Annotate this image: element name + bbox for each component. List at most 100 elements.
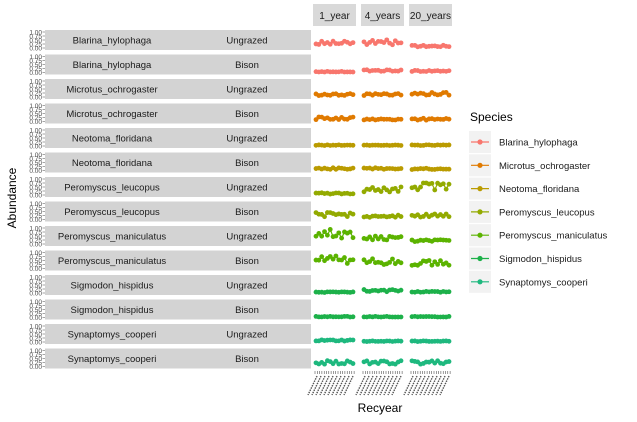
data-point <box>350 114 356 120</box>
row-strip <box>45 103 311 124</box>
column-strip-label: 1_year <box>319 11 350 22</box>
y-tick-label: 0.00 <box>29 95 42 102</box>
y-tick-label: 1.00 <box>29 177 42 184</box>
y-tick-label: 0.75 <box>29 230 42 237</box>
row-strip-treatment-label: Ungrazed <box>226 183 267 194</box>
y-tick-label: 0.25 <box>29 91 42 98</box>
legend: Species Blarina_hylophaga Microtus_ochroga… <box>469 110 607 293</box>
data-point <box>398 40 404 46</box>
y-tick-label: 0.50 <box>29 185 42 192</box>
data-point <box>330 256 336 262</box>
y-tick-label: 0.50 <box>29 136 42 143</box>
x-tick-label <box>311 375 322 396</box>
data-point <box>446 262 452 268</box>
row-strip-species-label: Synaptomys_cooperi <box>68 330 157 341</box>
data-point <box>350 40 356 46</box>
row-strip-species-label: Microtus_ochrogaster <box>66 109 157 120</box>
data-point <box>319 233 325 239</box>
row-strip-treatment-label: Bison <box>235 256 259 267</box>
data-point <box>327 41 333 47</box>
y-tick-label: 0.75 <box>29 352 42 359</box>
data-point <box>446 338 452 344</box>
data-point <box>350 289 356 295</box>
data-point <box>322 229 327 235</box>
y-tick-label: 0.25 <box>29 311 42 318</box>
y-axis-title: Abundance <box>5 167 19 228</box>
data-point <box>435 261 441 267</box>
x-tick-label <box>363 375 374 396</box>
row-strip <box>45 226 311 246</box>
row-strip-treatment-label: Ungrazed <box>226 281 267 292</box>
column-strip-label: 20_years <box>410 11 451 22</box>
x-tick-label <box>407 375 418 396</box>
data-point <box>347 229 353 235</box>
data-point <box>398 92 404 98</box>
y-tick-label: 0.50 <box>29 111 42 118</box>
row-strip <box>45 250 311 271</box>
legend-key-point <box>477 209 483 215</box>
data-point <box>378 234 384 239</box>
data-point <box>370 38 375 43</box>
row-strip-species-label: Sigmodon_hispidus <box>71 305 154 316</box>
x-tick-label <box>323 375 334 396</box>
row-strip <box>45 79 311 99</box>
column-strip <box>409 4 452 26</box>
y-tick-label: 0.75 <box>29 254 42 261</box>
y-tick-label: 1.00 <box>29 275 42 282</box>
data-point <box>316 42 322 47</box>
data-point <box>350 361 356 366</box>
row-strip-species-label: Blarina_hylophaga <box>73 60 152 71</box>
row-strip <box>45 299 311 320</box>
x-tick-label <box>387 375 398 396</box>
y-tick-label: 0.25 <box>29 287 42 294</box>
data-point <box>398 358 404 364</box>
x-tick-label <box>403 375 414 396</box>
legend-label: Sigmodon_hispidus <box>499 254 582 265</box>
y-tick-label: 0.25 <box>29 213 42 220</box>
y-tick-label: 0.75 <box>29 279 42 286</box>
y-tick-label: 0.75 <box>29 156 42 163</box>
y-tick-label: 1.00 <box>29 30 42 37</box>
data-point <box>390 256 395 262</box>
y-tick-label: 0.25 <box>29 360 42 367</box>
y-tick-label: 0.25 <box>29 189 42 196</box>
x-tick-label <box>339 375 350 396</box>
data-point <box>350 314 356 320</box>
data-point <box>398 184 404 190</box>
y-tick-label: 0.25 <box>29 66 42 73</box>
column-strip-label: 4_years <box>365 11 401 22</box>
y-tick-label: 0.25 <box>29 115 42 122</box>
data-point <box>370 237 375 243</box>
row-strip-treatment-label: Ungrazed <box>226 330 267 341</box>
data-point <box>350 69 356 75</box>
legend-key-point <box>477 255 483 262</box>
legend-key-point <box>477 139 483 145</box>
data-point <box>429 180 435 186</box>
x-tick-label <box>355 375 366 396</box>
y-tick-label: 0.00 <box>29 217 42 224</box>
data-point <box>370 185 375 190</box>
y-tick-label: 0.75 <box>29 205 42 212</box>
data-point <box>342 255 347 260</box>
row-strip-treatment-label: Bison <box>235 207 259 218</box>
data-point <box>364 358 370 364</box>
data-point <box>327 227 333 232</box>
data-point <box>429 262 435 268</box>
data-point <box>446 142 452 148</box>
x-tick-label <box>335 375 346 396</box>
y-tick-label: 1.00 <box>29 103 42 110</box>
y-tick-label: 0.00 <box>29 46 42 53</box>
y-tick-label: 0.50 <box>29 234 42 241</box>
row-strip-treatment-label: Ungrazed <box>226 85 267 96</box>
row-strip <box>45 275 311 295</box>
row-strip <box>45 54 311 75</box>
x-axis-title: Recyear <box>358 401 403 415</box>
y-tick-label: 0.75 <box>29 34 42 41</box>
data-point <box>344 214 350 219</box>
data-point <box>440 181 446 187</box>
data-point <box>446 92 452 98</box>
data-point <box>446 116 452 122</box>
y-tick-label: 0.00 <box>29 315 42 322</box>
y-tick-label: 0.75 <box>29 107 42 114</box>
